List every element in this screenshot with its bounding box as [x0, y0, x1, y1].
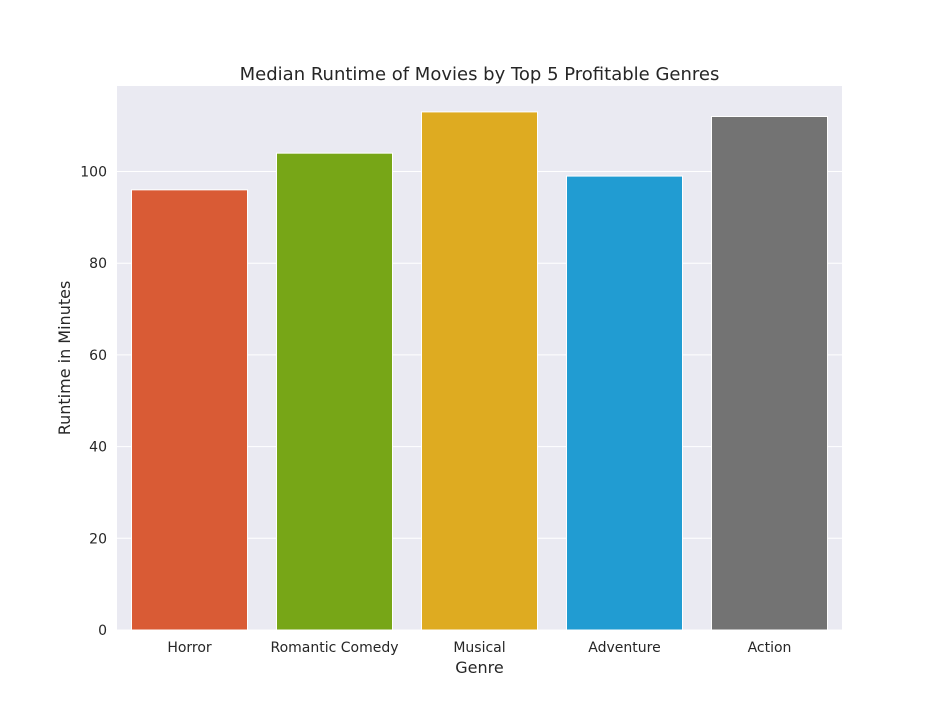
y-axis-label: Runtime in Minutes	[55, 281, 74, 436]
x-tick-label: Romantic Comedy	[270, 640, 398, 656]
bar-romantic-comedy	[276, 152, 393, 631]
y-tick-label: 20	[89, 531, 107, 547]
y-tick-label: 60	[89, 348, 107, 364]
y-tick-label: 40	[89, 440, 107, 456]
bar-horror	[131, 189, 248, 631]
x-tick-label: Horror	[167, 640, 212, 656]
x-axis-label: Genre	[455, 658, 503, 677]
x-tick-label: Adventure	[588, 640, 660, 656]
y-tick-label: 80	[89, 256, 107, 272]
x-tick-label: Action	[748, 640, 792, 656]
bar-adventure	[566, 175, 683, 631]
y-tick-label: 0	[98, 623, 107, 639]
bar-action	[711, 115, 828, 631]
y-tick-labels: 0 20 40 60 80 100	[80, 165, 107, 639]
x-tick-labels: Horror Romantic Comedy Musical Adventure Act…	[167, 640, 791, 656]
bar-musical	[421, 111, 538, 631]
chart-title: Median Runtime of Movies by Top 5 Profit…	[240, 64, 720, 85]
y-tick-label: 100	[80, 165, 107, 181]
x-tick-label: Musical	[453, 640, 505, 656]
bars	[131, 111, 828, 631]
